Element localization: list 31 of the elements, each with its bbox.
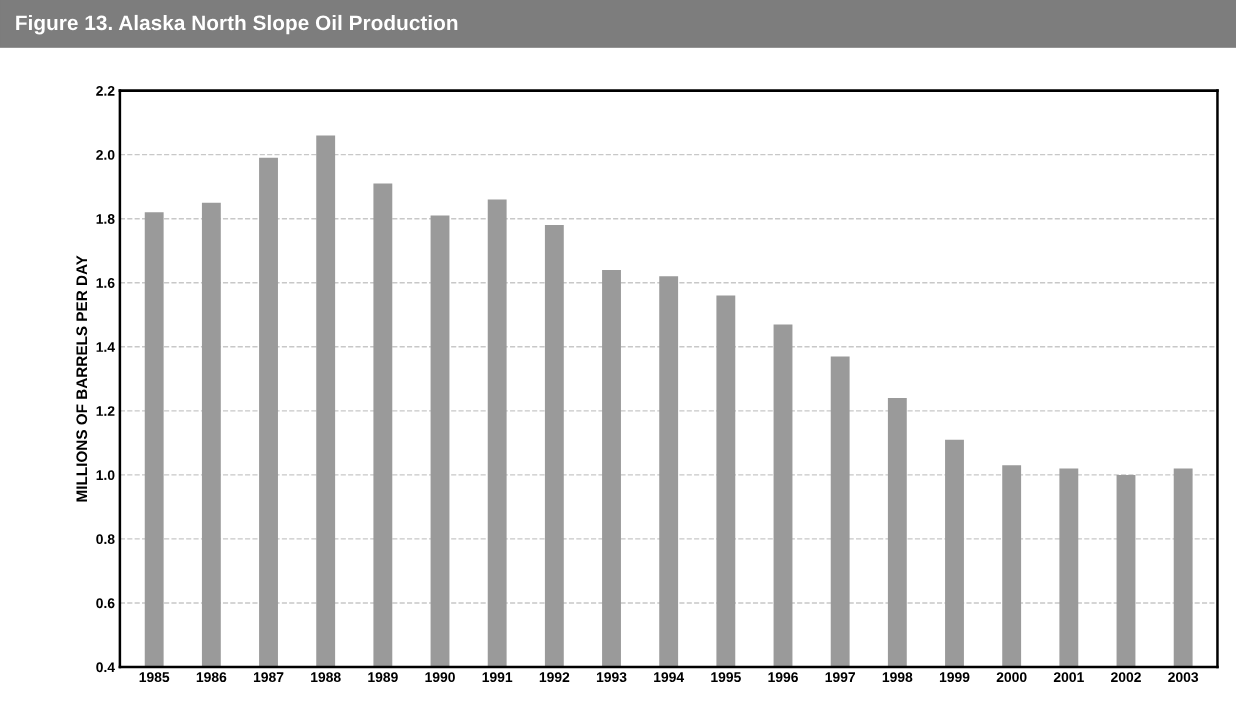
x-tick-label: 1997 bbox=[825, 672, 856, 683]
x-tick-label: 1988 bbox=[311, 672, 341, 683]
y-tick-label: 1.4 bbox=[96, 342, 115, 352]
x-tick-label: 1995 bbox=[711, 672, 741, 683]
x-tick-label: 1994 bbox=[654, 672, 685, 683]
x-tick-label: 1992 bbox=[539, 672, 570, 683]
y-tick-label: 2.2 bbox=[96, 85, 115, 96]
x-tick-label: 2003 bbox=[1168, 672, 1199, 683]
x-tick-label: 1999 bbox=[939, 672, 970, 683]
y-tick-label: 1.2 bbox=[96, 406, 115, 416]
x-tick-label: 2002 bbox=[1111, 672, 1141, 683]
x-tick-label: 1991 bbox=[482, 672, 513, 683]
x-tick-label: 1986 bbox=[196, 672, 227, 683]
chart-title: Figure 13. Alaska North Slope Oil Production bbox=[16, 14, 458, 35]
x-tick-label: 2000 bbox=[996, 672, 1027, 683]
y-tick-label: 0.6 bbox=[96, 598, 115, 609]
x-tick-label: 1993 bbox=[596, 672, 627, 683]
y-tick-label: 0.8 bbox=[96, 534, 115, 545]
y-tick-label: 2.0 bbox=[96, 150, 115, 160]
y-tick-label: 1.6 bbox=[96, 278, 115, 288]
x-tick-label: 1996 bbox=[768, 672, 798, 683]
x-tick-label: 1987 bbox=[253, 672, 284, 683]
y-tick-label: 0.4 bbox=[96, 662, 115, 673]
y-tick-label: 1.8 bbox=[96, 214, 115, 224]
y-tick-label: 1.0 bbox=[96, 470, 115, 481]
x-tick-label: 2001 bbox=[1053, 672, 1084, 683]
x-tick-label: 1989 bbox=[368, 672, 398, 683]
x-tick-label: 1990 bbox=[425, 672, 455, 683]
y-axis-title: MILLIONS OF BARRELS PER DAY bbox=[76, 255, 88, 502]
x-tick-label: 1998 bbox=[882, 672, 913, 683]
x-tick-label: 1985 bbox=[139, 672, 170, 683]
